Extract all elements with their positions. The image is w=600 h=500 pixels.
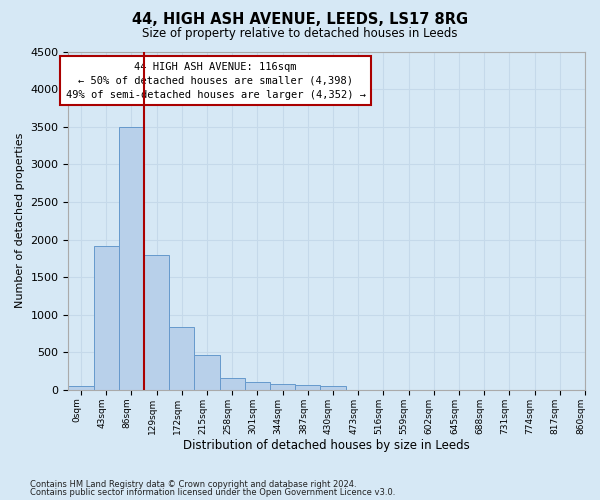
Bar <box>94 246 119 390</box>
Bar <box>194 356 220 390</box>
Bar <box>220 378 245 390</box>
Text: Contains public sector information licensed under the Open Government Licence v3: Contains public sector information licen… <box>30 488 395 497</box>
Bar <box>144 256 169 390</box>
Text: Contains HM Land Registry data © Crown copyright and database right 2024.: Contains HM Land Registry data © Crown c… <box>30 480 356 489</box>
Bar <box>119 126 144 390</box>
Bar <box>245 382 270 390</box>
Y-axis label: Number of detached properties: Number of detached properties <box>15 133 25 308</box>
X-axis label: Distribution of detached houses by size in Leeds: Distribution of detached houses by size … <box>184 440 470 452</box>
Bar <box>295 386 320 390</box>
Bar <box>68 386 94 390</box>
Text: 44, HIGH ASH AVENUE, LEEDS, LS17 8RG: 44, HIGH ASH AVENUE, LEEDS, LS17 8RG <box>132 12 468 28</box>
Bar <box>270 384 295 390</box>
Bar <box>320 386 346 390</box>
Bar <box>169 327 194 390</box>
Text: Size of property relative to detached houses in Leeds: Size of property relative to detached ho… <box>142 28 458 40</box>
Text: 44 HIGH ASH AVENUE: 116sqm
← 50% of detached houses are smaller (4,398)
49% of s: 44 HIGH ASH AVENUE: 116sqm ← 50% of deta… <box>65 62 365 100</box>
